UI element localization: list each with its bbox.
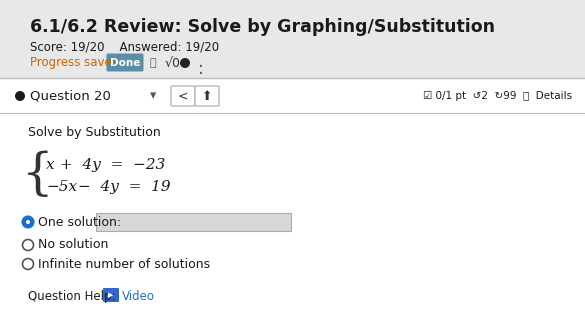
Text: 6.1/6.2 Review: Solve by Graphing/Substitution: 6.1/6.2 Review: Solve by Graphing/Substi… (30, 18, 495, 36)
Text: :: : (198, 60, 204, 78)
FancyBboxPatch shape (0, 79, 585, 113)
Text: No solution: No solution (38, 238, 108, 251)
Circle shape (180, 58, 190, 68)
FancyBboxPatch shape (195, 86, 219, 106)
Circle shape (22, 259, 33, 269)
FancyBboxPatch shape (96, 213, 291, 231)
Text: ☑ 0/1 pt  ↺2  ↻99  ⓘ  Details: ☑ 0/1 pt ↺2 ↻99 ⓘ Details (423, 91, 572, 101)
Text: One solution:: One solution: (38, 215, 121, 229)
FancyBboxPatch shape (0, 114, 585, 327)
Text: √0: √0 (165, 57, 181, 70)
Text: Progress saved: Progress saved (30, 56, 119, 69)
Circle shape (15, 91, 25, 101)
Text: Solve by Substitution: Solve by Substitution (28, 126, 161, 139)
Text: Done: Done (110, 58, 140, 68)
Text: −5x: −5x (46, 180, 77, 194)
Text: Question 20: Question 20 (30, 90, 111, 102)
Text: Infinite number of solutions: Infinite number of solutions (38, 257, 210, 270)
Text: −  4y  =  19: − 4y = 19 (78, 180, 171, 194)
Text: Score: 19/20    Answered: 19/20: Score: 19/20 Answered: 19/20 (30, 40, 219, 53)
Text: Question Help:: Question Help: (28, 290, 115, 303)
Text: ▾: ▾ (150, 90, 156, 102)
Text: {: { (22, 150, 54, 200)
Circle shape (22, 216, 33, 228)
FancyBboxPatch shape (171, 86, 195, 106)
Circle shape (22, 239, 33, 250)
Text: <: < (178, 90, 188, 102)
FancyBboxPatch shape (103, 288, 119, 302)
Text: 🖨: 🖨 (150, 58, 157, 68)
FancyBboxPatch shape (106, 54, 143, 72)
Circle shape (26, 220, 30, 224)
Text: Video: Video (122, 290, 155, 303)
Text: x: x (46, 158, 54, 172)
Text: ▶: ▶ (108, 292, 113, 298)
Text: ⬆: ⬆ (202, 90, 212, 102)
Text: +  4y  =  −23: + 4y = −23 (60, 158, 166, 172)
